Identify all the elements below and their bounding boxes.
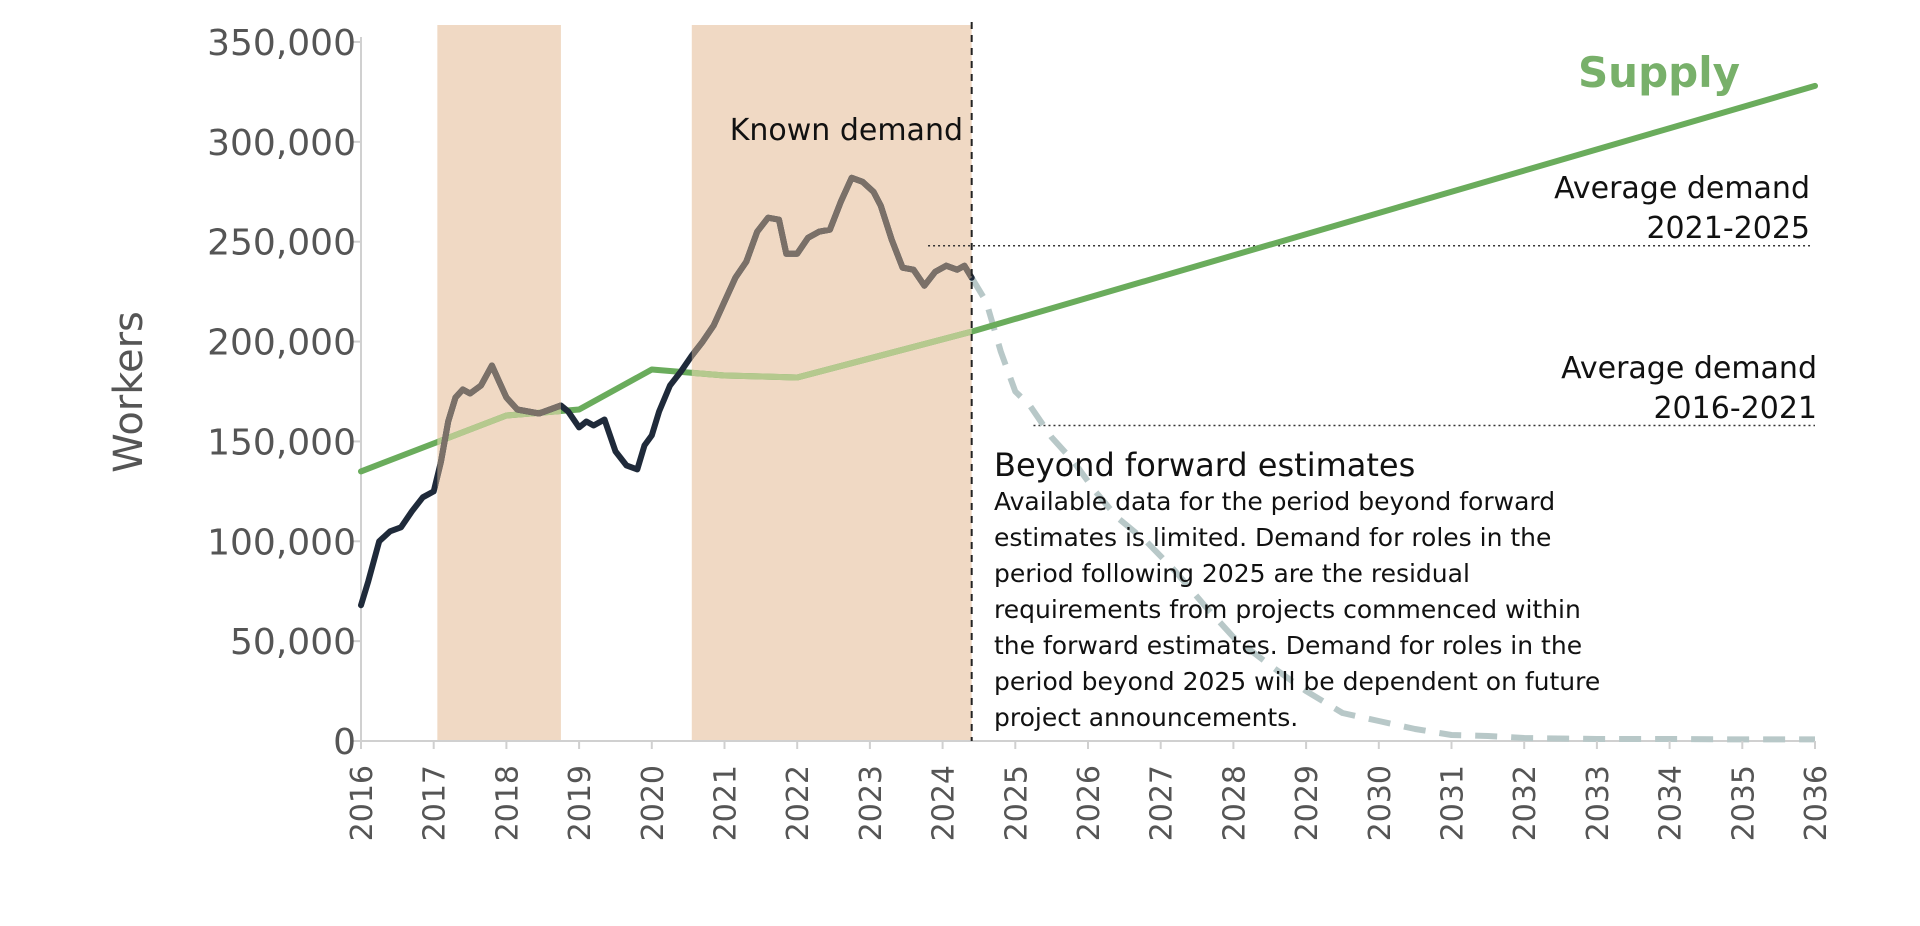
beyond-forward-estimates-title: Beyond forward estimates xyxy=(994,446,1415,484)
x-tick-label: 2018 xyxy=(490,765,525,841)
y-tick-label: 200,000 xyxy=(207,323,356,364)
x-tick-label: 2024 xyxy=(927,765,962,841)
x-tick-label: 2019 xyxy=(563,765,598,841)
y-axis-label: Workers xyxy=(106,311,152,473)
beyond-body-line: period following 2025 are the residual xyxy=(994,559,1470,588)
x-axis-ticks: 2016 2017 2018 2019 2020 2021 2022 2023 2024 2025… xyxy=(345,741,1834,841)
x-tick-label: 2025 xyxy=(999,765,1034,841)
y-tick-label: 300,000 xyxy=(207,123,356,164)
avg-demand-2016-2021-line2: 2016-2021 xyxy=(1653,391,1817,426)
y-axis-ticks: 0 50,000 100,000 150,000 200,000 250,000 300,0… xyxy=(207,23,361,763)
avg-demand-2021-2025-line1: Average demand xyxy=(1554,171,1810,206)
y-tick-label: 250,000 xyxy=(207,223,356,264)
beyond-body-line: estimates is limited. Demand for roles i… xyxy=(994,523,1551,552)
x-tick-label: 2030 xyxy=(1363,765,1398,841)
supply-label: Supply xyxy=(1578,48,1740,97)
x-tick-label: 2028 xyxy=(1217,765,1252,841)
shaded-periods xyxy=(437,25,972,741)
shaded-period-2 xyxy=(691,25,972,741)
x-tick-label: 2033 xyxy=(1581,765,1616,841)
x-tick-label: 2029 xyxy=(1290,765,1325,841)
beyond-forward-estimates-body: Available data for the period beyond for… xyxy=(994,487,1600,732)
series-supply-shaded-1 xyxy=(437,407,561,446)
y-tick-label: 50,000 xyxy=(230,622,356,663)
x-tick-label: 2031 xyxy=(1436,765,1471,841)
x-tick-label: 2020 xyxy=(636,765,671,841)
x-tick-label: 2022 xyxy=(781,765,816,841)
known-demand-label: Known demand xyxy=(730,113,963,148)
series-demand-shaded-2 xyxy=(691,174,972,361)
reference-lines xyxy=(928,244,1815,427)
x-tick-label: 2017 xyxy=(418,765,453,841)
x-tick-label: 2032 xyxy=(1508,765,1543,841)
x-tick-label: 2016 xyxy=(345,765,380,841)
avg-demand-2016-2021-line1: Average demand xyxy=(1561,351,1817,386)
beyond-body-line: requirements from projects commenced wit… xyxy=(994,595,1581,624)
x-tick-label: 2034 xyxy=(1654,765,1689,841)
x-tick-label: 2021 xyxy=(709,765,744,841)
beyond-body-line: project announcements. xyxy=(994,703,1298,732)
x-tick-label: 2036 xyxy=(1799,765,1834,841)
series-lines xyxy=(358,82,1818,743)
series-supply xyxy=(358,82,1818,475)
x-tick-label: 2027 xyxy=(1145,765,1180,841)
y-tick-label: 0 xyxy=(333,722,356,763)
beyond-body-line: period beyond 2025 will be dependent on … xyxy=(994,667,1600,696)
x-tick-label: 2026 xyxy=(1072,765,1107,841)
series-demand-shaded-1 xyxy=(437,362,561,490)
beyond-body-line: the forward estimates. Demand for roles … xyxy=(994,631,1582,660)
x-tick-label: 2023 xyxy=(854,765,889,841)
avg-demand-2021-2025-line2: 2021-2025 xyxy=(1646,211,1810,246)
series-supply-shaded-2 xyxy=(691,328,972,381)
series-demand-beyond-forward-estimates xyxy=(969,276,1815,743)
beyond-body-line: Available data for the period beyond for… xyxy=(994,487,1555,516)
y-tick-label: 100,000 xyxy=(207,522,356,563)
x-tick-label: 2035 xyxy=(1726,765,1761,841)
y-tick-label: 350,000 xyxy=(207,23,356,64)
y-tick-label: 150,000 xyxy=(207,422,356,463)
